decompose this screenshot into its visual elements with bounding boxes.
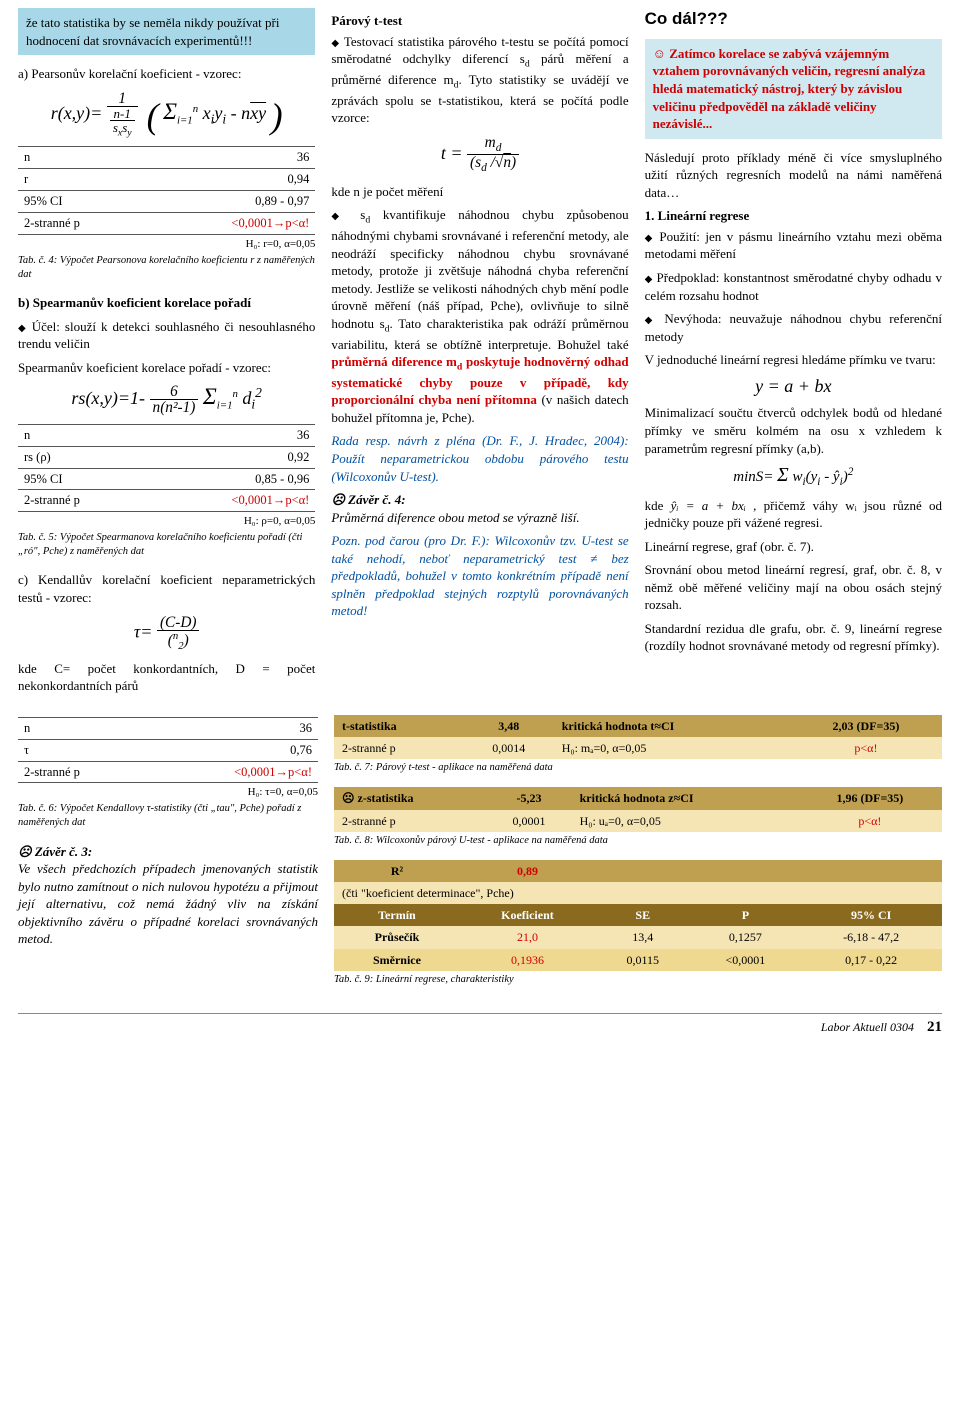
bottom-right: t-statistika3,48kritická hodnota t≈CI2,0… <box>334 711 942 999</box>
linreg-title: 1. Lineární regrese <box>645 207 942 225</box>
col2-rada: Rada resp. návrh z pléna (Dr. F., J. Hra… <box>331 432 628 485</box>
minS-formula: minS= Σ wi(yi - ŷi)2 <box>645 465 942 488</box>
column-2: Párový t-test Testovací statistika párov… <box>331 8 628 701</box>
footer: Labor Aktuell 0304 21 <box>18 1013 942 1037</box>
column-3: Co dál??? Zatímco korelace se zabývá vzá… <box>645 8 942 701</box>
kendall-p: kde C= počet konkordantních, D = počet n… <box>18 660 315 695</box>
callout-lightblue: Zatímco korelace se zabývá vzájemným vzt… <box>645 39 942 139</box>
journal-name: Labor Aktuell 0304 <box>821 1020 914 1034</box>
spearman-p2: Spearmanův koeficient korelace pořadí - … <box>18 359 315 377</box>
linreg-p8: Srovnání obou metod lineární regresí, gr… <box>645 561 942 614</box>
co-dal-title: Co dál??? <box>645 8 942 31</box>
pearson-title: a) Pearsonův korelační koeficient - vzor… <box>18 65 315 83</box>
col2-pozn: Pozn. pod čarou (pro Dr. F.): Wilcoxonův… <box>331 532 628 620</box>
table4-caption: Tab. č. 4: Výpočet Pearsonova korelačníh… <box>18 254 315 282</box>
linreg-p7: Lineární regrese, graf (obr. č. 7). <box>645 538 942 556</box>
spearman-p1: Účel: slouží k detekci souhlasného či ne… <box>18 318 315 353</box>
table4-note: H₀: r=0, α=0,05 <box>18 237 315 252</box>
three-column-layout: že tato statistika by se neměla nikdy po… <box>18 8 942 701</box>
paired-t-title: Párový t-test <box>331 12 628 30</box>
linreg-p5: Minimalizací součtu čtverců odchylek bod… <box>645 404 942 457</box>
tab8-caption: Tab. č. 8: Wilcoxonův párový U-test - ap… <box>334 834 942 848</box>
linreg-p1: Použití: jen v pásmu lineárního vztahu m… <box>645 228 942 263</box>
table-9: R²0,89 (čti "koeficient determinace", Pc… <box>334 860 942 971</box>
linreg-p6: kde ŷᵢ = a + bxᵢ , přičemž váhy wᵢ jsou … <box>645 497 942 532</box>
table-8: z-statistika-5,23kritická hodnota z≈CI1,… <box>334 787 942 831</box>
spearman-formula: rs(x,y)=1- 6n(n²-1) Σi=1n di2 <box>18 384 315 416</box>
col2-p2: kde n je počet měření <box>331 183 628 201</box>
col2-p3: sd kvantifikuje náhodnou chybu způsobeno… <box>331 206 628 426</box>
kendall-formula: τ= (C-D)(n2) <box>18 615 315 652</box>
table5-caption: Tab. č. 5: Výpočet Spearmanova korelační… <box>18 531 315 559</box>
page-number: 21 <box>927 1019 942 1035</box>
col3-p1: Následují proto příklady méně či více sm… <box>645 149 942 202</box>
kendall-title: c) Kendallův korelační koeficient nepara… <box>18 571 315 606</box>
table5-note: H₀: ρ=0, α=0,05 <box>18 514 315 529</box>
spearman-title: b) Spearmanův koeficient korelace pořadí <box>18 294 315 312</box>
tab7-caption: Tab. č. 7: Párový t-test - aplikace na n… <box>334 761 942 775</box>
zaver3: Závěr č. 3: Ve všech předchozích případe… <box>18 843 318 948</box>
table-6: n36 τ0,76 2-stranné p<0,0001→p<α! <box>18 717 318 784</box>
zaver4: Závěr č. 4: Průměrná diference obou meto… <box>331 491 628 526</box>
linreg-p9: Standardní rezidua dle grafu, obr. č. 9,… <box>645 620 942 655</box>
linreg-p2: Předpoklad: konstantnost směrodatné chyb… <box>645 269 942 304</box>
table6-caption: Tab. č. 6: Výpočet Kendallovy τ-statisti… <box>18 802 318 830</box>
linreg-p4: V jednoduché lineární regresi hledáme př… <box>645 351 942 369</box>
callout-blue: že tato statistika by se neměla nikdy po… <box>18 8 315 55</box>
t-formula: t = md(sd /√n) <box>331 135 628 175</box>
column-1: že tato statistika by se neměla nikdy po… <box>18 8 315 701</box>
table-5: n36 rs (ρ)0,92 95% CI0,85 - 0,96 2-stran… <box>18 424 315 513</box>
linreg-p3: Nevýhoda: neuvažuje náhodnou chybu refer… <box>645 310 942 345</box>
tab9-caption: Tab. č. 9: Lineární regrese, charakteris… <box>334 973 942 987</box>
table6-note: H₀: τ=0, α=0,05 <box>18 785 318 800</box>
table-7: t-statistika3,48kritická hodnota t≈CI2,0… <box>334 715 942 759</box>
col2-p1: Testovací statistika párového t-testu se… <box>331 33 628 127</box>
bottom-left: n36 τ0,76 2-stranné p<0,0001→p<α! H₀: τ=… <box>18 711 318 999</box>
line-formula: y = a + bx <box>645 377 942 397</box>
pearson-formula: r(x,y)= 1 n-1sxsy ( Σi=1n xiyi - nxy ) <box>18 91 315 139</box>
table-4: n36 r0,94 95% CI0,89 - 0,97 2-stranné p<… <box>18 146 315 235</box>
